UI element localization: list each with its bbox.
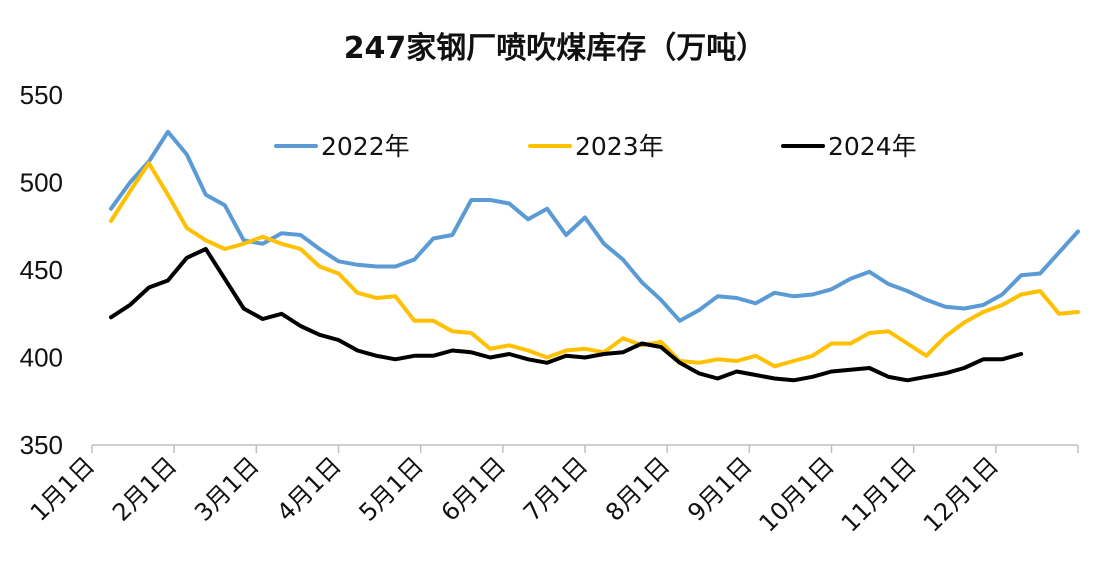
x-tick-label: 3月1日 [189, 451, 264, 526]
x-tick-label: 10月1日 [754, 451, 840, 537]
series-line-3 [109, 247, 1024, 383]
x-tick-label: 5月1日 [354, 451, 429, 526]
x-tick-label: 11月1日 [836, 451, 922, 537]
x-tick-label: 7月1日 [518, 451, 593, 526]
legend: 2022年 2023年 2024年 [274, 132, 917, 161]
x-tick-label: 2月1日 [107, 451, 182, 526]
x-tick-label: 6月1日 [436, 451, 511, 526]
x-tick-label: 9月1日 [682, 451, 757, 526]
y-tick-label: 450 [20, 255, 63, 285]
axes: 1月1日 2月1日 3月1日 4月1日 5月1日 6月1日 7月1日 8月1日 9月1日10月1… [20, 80, 1079, 538]
legend-label-3: 2024年 [828, 132, 917, 161]
chart-title: 247家钢厂喷吹煤库存（万吨） [344, 31, 767, 66]
x-tick-label: 8月1日 [600, 451, 675, 526]
y-tick-label: 350 [20, 430, 63, 460]
x-tick-label: 4月1日 [271, 451, 346, 526]
x-tick-label: 1月1日 [25, 451, 100, 526]
y-tick-label: 400 [20, 343, 63, 373]
legend-label-1: 2022年 [321, 132, 410, 161]
series-line-2 [109, 161, 1080, 369]
series-layer [109, 129, 1080, 383]
x-tick-label: 12月1日 [918, 451, 1004, 537]
y-tick-label: 500 [20, 168, 63, 198]
y-tick-label: 550 [20, 80, 63, 110]
legend-label-2: 2023年 [575, 132, 664, 161]
